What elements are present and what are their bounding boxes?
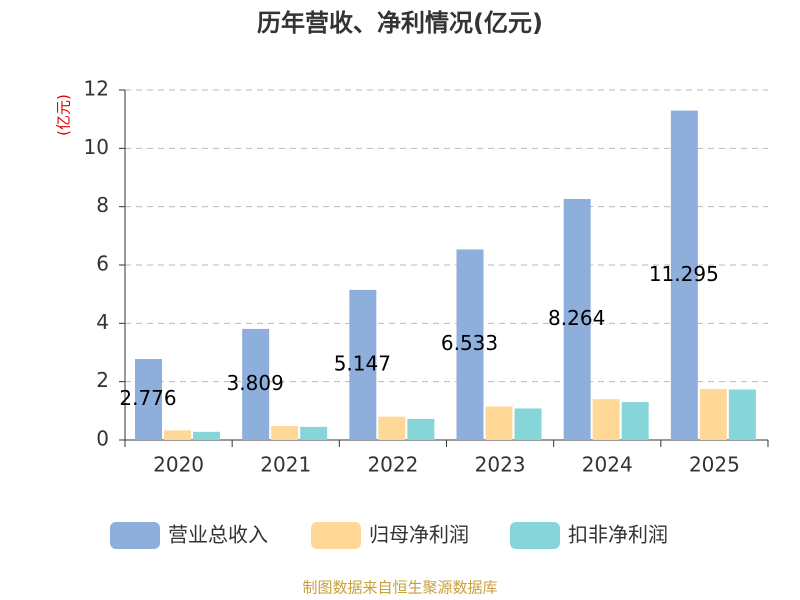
y-tick-label: 8	[96, 193, 109, 217]
bar	[193, 431, 220, 440]
y-tick-label: 12	[84, 77, 109, 101]
bar	[699, 388, 727, 440]
x-tick-label: 2023	[475, 453, 526, 477]
bar	[670, 110, 698, 440]
y-tick-label: 0	[96, 427, 109, 451]
bar	[456, 249, 484, 440]
bar	[242, 328, 270, 440]
legend-swatch[interactable]	[510, 522, 560, 549]
y-tick-label: 4	[96, 310, 109, 334]
legend-swatch[interactable]	[311, 522, 361, 549]
data-label: 8.264	[548, 306, 605, 330]
bar	[485, 406, 513, 440]
bar	[728, 389, 756, 440]
bar	[407, 419, 435, 440]
x-tick-label: 2024	[582, 453, 633, 477]
bar	[349, 289, 377, 440]
x-tick-label: 2022	[367, 453, 418, 477]
bar	[563, 198, 591, 440]
bar	[514, 408, 542, 440]
data-label: 3.809	[227, 371, 284, 395]
bar	[621, 402, 649, 440]
x-tick-label: 2020	[153, 453, 204, 477]
x-tick-label: 2021	[260, 453, 311, 477]
legend-label[interactable]: 营业总收入	[168, 523, 268, 547]
bar	[300, 426, 328, 440]
legend-label[interactable]: 扣非净利润	[568, 523, 668, 547]
y-tick-label: 10	[84, 135, 109, 159]
bar	[164, 430, 191, 440]
data-label: 2.776	[119, 386, 176, 410]
y-tick-label: 6	[96, 252, 109, 276]
bar	[378, 416, 406, 440]
bar	[271, 426, 299, 440]
legend-swatch[interactable]	[110, 522, 160, 549]
bar	[592, 399, 620, 440]
legend-label[interactable]: 归母净利润	[369, 523, 469, 547]
chart-title: 历年营收、净利情况(亿元)	[257, 9, 543, 37]
data-label: 6.533	[441, 331, 498, 355]
source-note: 制图数据来自恒生聚源数据库	[302, 579, 497, 597]
y-tick-label: 2	[96, 368, 109, 392]
data-label: 5.147	[334, 351, 391, 375]
x-tick-label: 2025	[689, 453, 740, 477]
data-label: 11.295	[649, 262, 719, 286]
bar	[135, 359, 162, 440]
y-axis-label: (亿元)	[55, 94, 73, 136]
